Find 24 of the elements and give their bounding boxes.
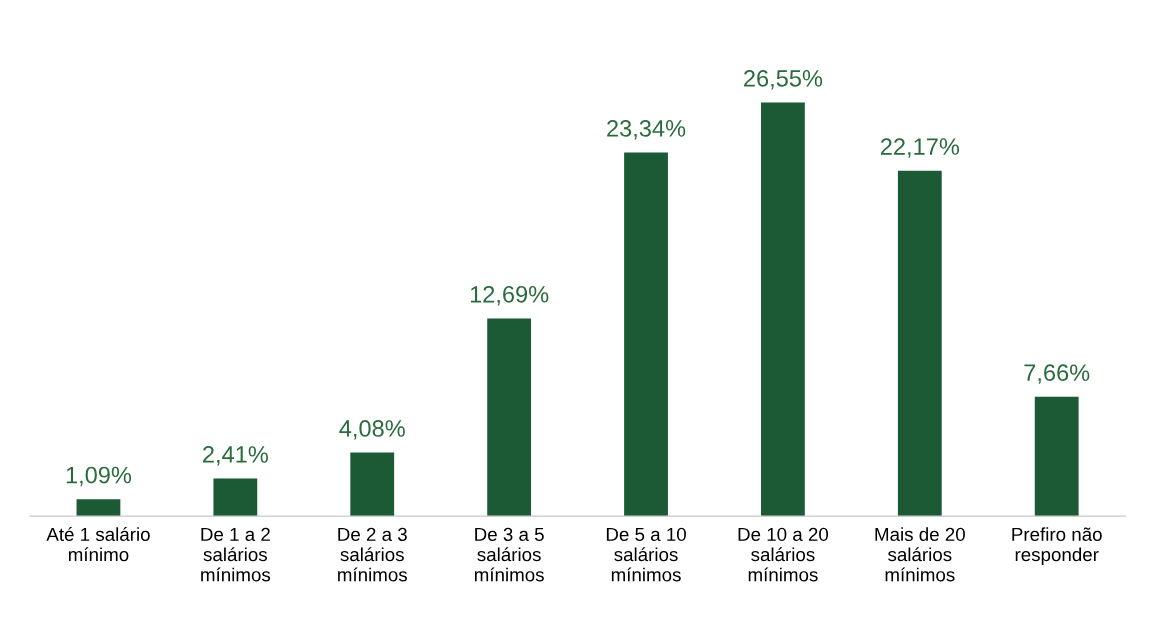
bar — [761, 102, 805, 517]
x-tick-label: De 5 a 10 salários mínimos — [606, 527, 686, 582]
data-label: 12,69% — [470, 285, 549, 306]
data-label: 4,08% — [339, 420, 405, 440]
x-tick-label: De 1 a 2 salários mínimos — [201, 527, 271, 582]
bar — [350, 452, 395, 517]
data-label: 7,66% — [1024, 364, 1090, 384]
data-label: 2,41% — [203, 446, 268, 466]
bar — [624, 152, 668, 517]
data-label: 22,17% — [880, 138, 960, 158]
x-tick-label: De 2 a 3 salários mínimos — [338, 527, 407, 582]
bar — [1034, 396, 1079, 517]
x-tick-label: Até 1 salário mínimo — [46, 527, 150, 562]
data-label: 1,09% — [66, 466, 132, 487]
bar — [487, 318, 532, 517]
data-label: 26,55% — [744, 70, 823, 90]
bar — [76, 499, 121, 517]
x-tick-label: De 10 a 20 salários mínimos — [738, 527, 829, 582]
x-tick-label: Prefiro não responder — [1012, 527, 1102, 565]
bar — [213, 478, 258, 517]
x-tick-label: De 3 a 5 salários mínimos — [474, 527, 544, 582]
data-label: 23,34% — [607, 120, 686, 140]
bar — [897, 170, 942, 517]
x-tick-label: Mais de 20 salários mínimos — [875, 527, 965, 582]
